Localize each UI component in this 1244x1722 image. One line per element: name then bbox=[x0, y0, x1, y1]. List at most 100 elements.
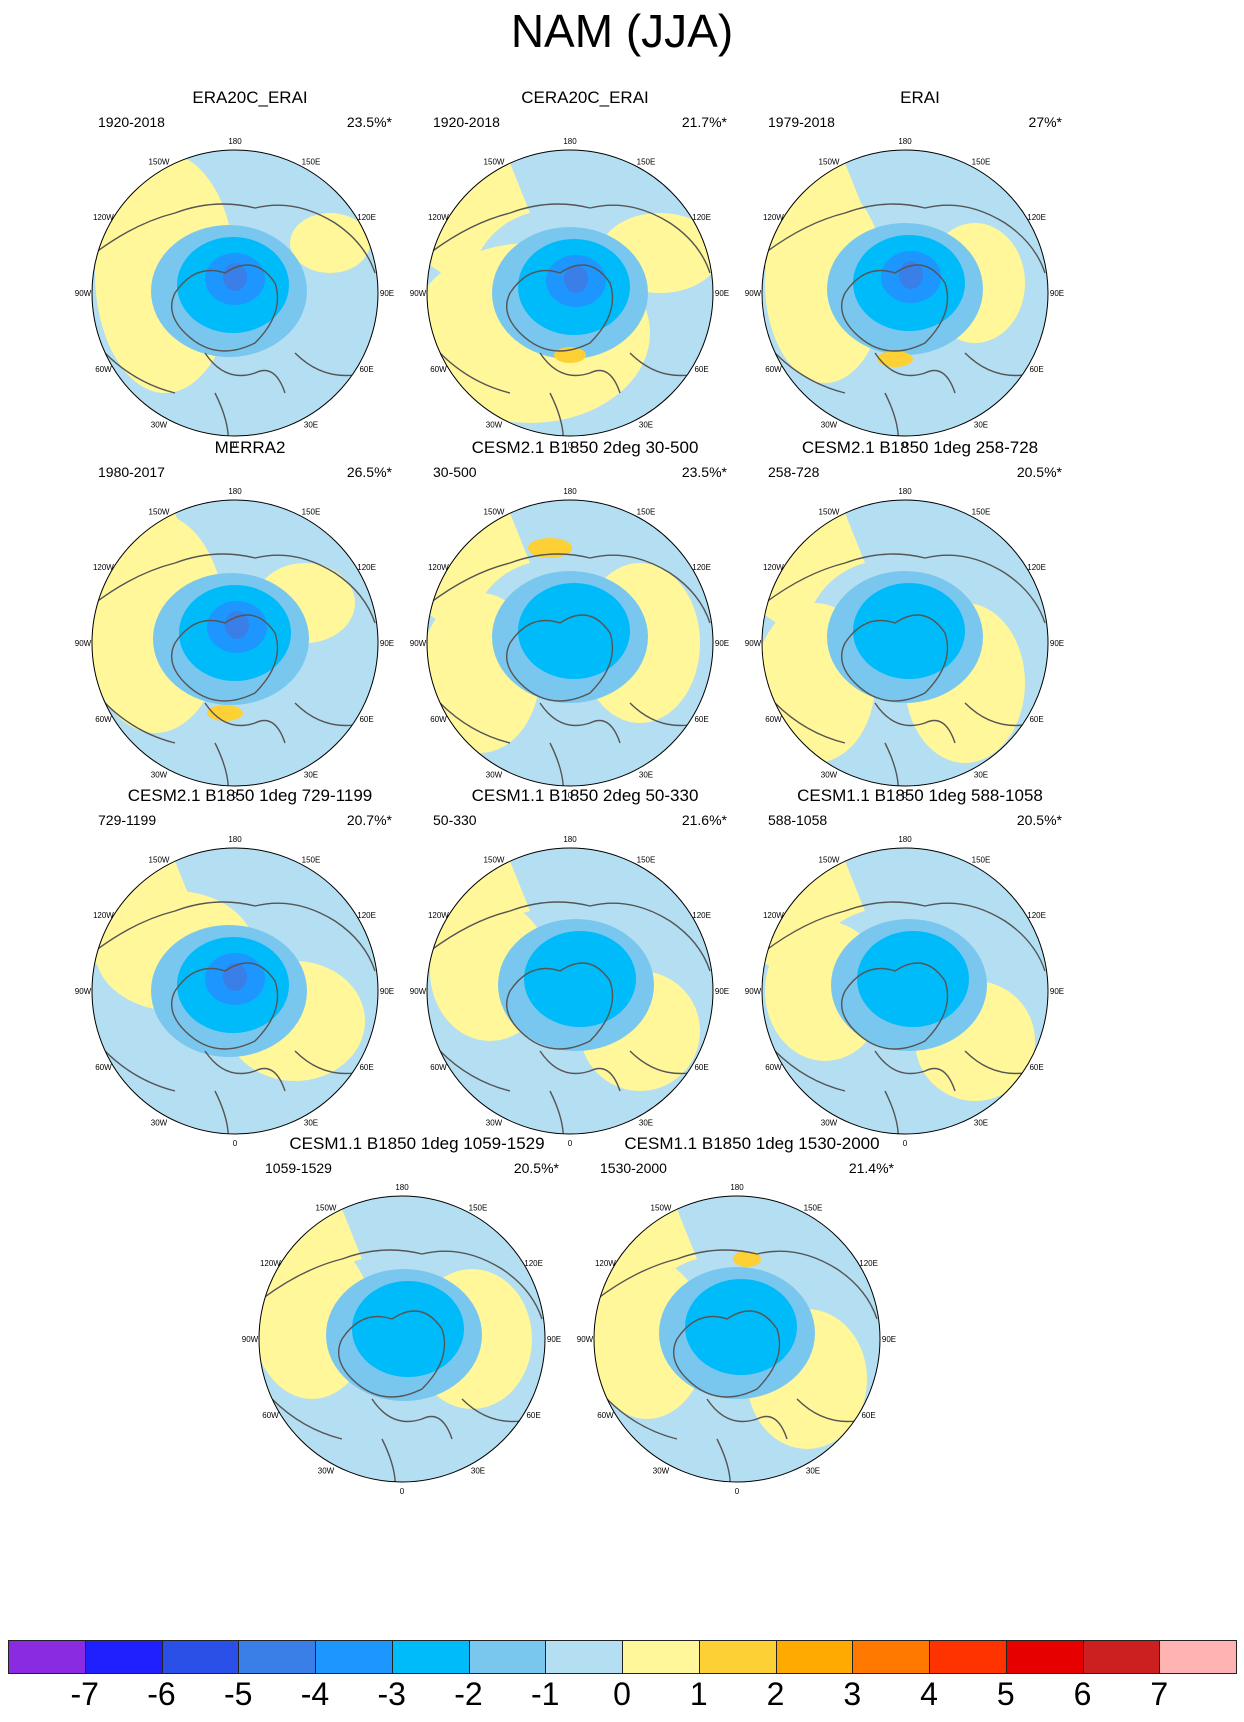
lon-label: 150E bbox=[302, 507, 321, 516]
lon-label: 60E bbox=[861, 1411, 875, 1420]
lon-label: 30E bbox=[639, 421, 653, 430]
coastline bbox=[94, 553, 376, 624]
coastline bbox=[171, 962, 279, 1050]
lon-label: 30W bbox=[821, 1119, 838, 1128]
lon-label: 60E bbox=[1029, 365, 1043, 374]
lon-label: 90E bbox=[547, 1335, 561, 1344]
lon-label: 180 bbox=[228, 835, 242, 844]
lon-label: 150W bbox=[149, 855, 170, 864]
map-boundary bbox=[258, 1195, 546, 1483]
coastline bbox=[204, 702, 286, 744]
colorbar-tick-label: -2 bbox=[454, 1676, 483, 1712]
colorbar-swatch bbox=[622, 1640, 700, 1674]
panel-variance-percent: 20.5%* bbox=[1016, 464, 1062, 480]
coastline bbox=[94, 901, 376, 972]
lon-label: 150W bbox=[484, 507, 505, 516]
polar-map: 180 150E 120E 90E 60E 30E 0 30W 60W 90W 120W 150W bbox=[75, 835, 394, 1148]
polar-map: 180 150E 120E 90E 60E 30E 0 30W 60W 90W 120W 150W bbox=[242, 1183, 561, 1496]
pos-anomaly-region bbox=[427, 163, 530, 293]
lon-label: 0 bbox=[233, 1139, 238, 1148]
panel-variance-percent: 27%* bbox=[1028, 114, 1062, 130]
colorbar-tick-label: 5 bbox=[996, 1676, 1015, 1712]
lon-label: 150W bbox=[819, 855, 840, 864]
lon-label: 60E bbox=[1029, 715, 1043, 724]
lon-label: 60W bbox=[765, 1063, 782, 1072]
colorbar-swatch bbox=[84, 1640, 163, 1674]
lon-label: 150W bbox=[149, 157, 170, 166]
coastline bbox=[841, 614, 949, 702]
coastline bbox=[606, 1398, 678, 1440]
colorbar-tick-label: 3 bbox=[843, 1676, 862, 1712]
colorbar-swatch bbox=[698, 1640, 777, 1674]
coastline bbox=[506, 962, 614, 1050]
coastline bbox=[774, 1050, 846, 1092]
coastline bbox=[874, 352, 956, 394]
map-panel: ERA20C_ERAI 1920-2018 23.5%* 180 150E 120E 90E… bbox=[70, 88, 430, 468]
lon-label: 180 bbox=[228, 137, 242, 146]
coastline bbox=[439, 352, 511, 394]
colorbar-swatch bbox=[545, 1640, 623, 1674]
pos-anomaly-region bbox=[259, 1209, 362, 1339]
lon-label: 120E bbox=[1027, 911, 1046, 920]
lon-label: 60E bbox=[1029, 1063, 1043, 1072]
coastline bbox=[94, 203, 376, 274]
neg-contour-4 bbox=[223, 963, 247, 991]
coastline bbox=[884, 1090, 900, 1134]
coastline bbox=[549, 1090, 565, 1134]
lon-label: 120W bbox=[93, 213, 114, 222]
colorbar-swatch bbox=[8, 1640, 86, 1674]
map-boundary bbox=[91, 149, 379, 437]
panel-period: 30-500 bbox=[433, 464, 477, 480]
coastline bbox=[104, 352, 176, 394]
lon-label: 60E bbox=[526, 1411, 540, 1420]
neg-contour-2 bbox=[685, 1279, 797, 1375]
coastline bbox=[214, 1090, 230, 1134]
lon-label: 90W bbox=[410, 987, 427, 996]
lon-label: 30W bbox=[653, 1467, 670, 1476]
coastline bbox=[706, 1398, 788, 1440]
lon-label: 120E bbox=[692, 563, 711, 572]
lon-label: 150E bbox=[804, 1203, 823, 1212]
coastline bbox=[841, 962, 949, 1050]
coastline bbox=[774, 352, 846, 394]
lon-label: 30E bbox=[304, 1119, 318, 1128]
lon-label: 30W bbox=[486, 1119, 503, 1128]
lon-label: 30E bbox=[304, 421, 318, 430]
lon-label: 0 bbox=[568, 441, 573, 450]
lon-label: 150E bbox=[302, 855, 321, 864]
coastline bbox=[171, 614, 279, 702]
map-boundary bbox=[91, 847, 379, 1135]
lon-label: 180 bbox=[395, 1183, 409, 1192]
pos-anomaly-strong bbox=[733, 1251, 761, 1267]
lon-label: 120E bbox=[1027, 213, 1046, 222]
coastline bbox=[539, 702, 621, 744]
lon-label: 180 bbox=[228, 487, 242, 496]
lon-label: 90W bbox=[745, 639, 762, 648]
map-panel: CESM1.1 B1850 2deg 50-330 50-330 21.6%* 180… bbox=[405, 786, 765, 1166]
lon-label: 120W bbox=[93, 563, 114, 572]
colorbar-tick-label: -5 bbox=[224, 1676, 253, 1712]
lon-label: 60W bbox=[765, 715, 782, 724]
map-panel: CESM2.1 B1850 2deg 30-500 30-500 23.5%* 180… bbox=[405, 438, 765, 818]
panel-title: CESM1.1 B1850 2deg 50-330 bbox=[471, 786, 699, 805]
map-panel: CESM2.1 B1850 1deg 729-1199 729-1199 20.7%… bbox=[70, 786, 430, 1166]
lon-label: 120W bbox=[428, 213, 449, 222]
lon-label: 30E bbox=[639, 1119, 653, 1128]
lon-label: 0 bbox=[903, 441, 908, 450]
panel-title: CESM2.1 B1850 1deg 729-1199 bbox=[127, 786, 373, 805]
pos-anomaly-region bbox=[427, 861, 530, 991]
panel-title: ERA20C_ERAI bbox=[192, 88, 308, 107]
lon-label: 150E bbox=[972, 507, 991, 516]
lon-label: 30W bbox=[486, 771, 503, 780]
polar-map: 180 150E 120E 90E 60E 30E 0 30W 60W 90W 120W 150W bbox=[410, 487, 729, 800]
lon-label: 90E bbox=[380, 987, 394, 996]
map-panel: CESM2.1 B1850 1deg 258-728 258-728 20.5%* 1… bbox=[740, 438, 1100, 818]
lon-label: 120E bbox=[1027, 563, 1046, 572]
coastline bbox=[371, 1398, 453, 1440]
colorbar-swatch bbox=[238, 1640, 316, 1674]
colorbar-swatch bbox=[315, 1640, 393, 1674]
lon-label: 120E bbox=[524, 1259, 543, 1268]
lon-label: 120W bbox=[763, 911, 784, 920]
lon-label: 60E bbox=[694, 1063, 708, 1072]
coastline bbox=[506, 264, 614, 352]
